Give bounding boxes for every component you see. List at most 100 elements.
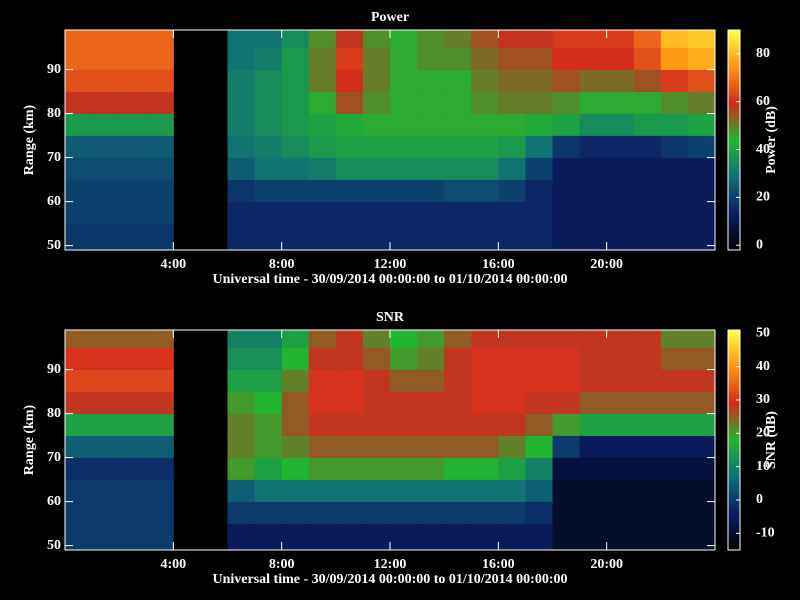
heatmap-cell — [687, 330, 716, 348]
heatmap-cell — [281, 435, 310, 458]
heatmap-cell — [92, 30, 120, 48]
heatmap-cell — [498, 391, 526, 414]
heatmap-cell — [417, 523, 445, 551]
heatmap-cell — [417, 435, 445, 458]
heatmap-cell — [119, 91, 147, 114]
heatmap-cell — [660, 479, 689, 502]
heatmap-cell — [498, 435, 526, 458]
heatmap-cell — [444, 391, 472, 414]
heatmap-cell — [390, 30, 418, 48]
heatmap-cell — [417, 369, 445, 392]
heatmap-cell — [525, 523, 553, 551]
heatmap-cell — [444, 179, 472, 202]
x-tick-label: 12:00 — [374, 257, 407, 272]
heatmap-cell — [660, 113, 689, 136]
heatmap-cell — [335, 479, 364, 502]
heatmap-cell — [281, 157, 310, 180]
heatmap-cell — [335, 201, 364, 224]
heatmap-cell — [227, 330, 256, 348]
heatmap-cell — [65, 330, 93, 348]
heatmap-cell — [525, 479, 553, 502]
heatmap-cell — [552, 47, 581, 70]
heatmap-cell — [119, 201, 147, 224]
heatmap-cell — [92, 369, 120, 392]
heatmap-cell — [417, 113, 445, 136]
heatmap-cell — [65, 457, 93, 480]
y-tick-label: 90 — [47, 62, 61, 77]
heatmap-cell — [417, 179, 445, 202]
heatmap-cell — [119, 479, 147, 502]
heatmap-cell — [579, 479, 608, 502]
heatmap-cell — [633, 413, 662, 436]
heatmap-cell — [660, 69, 689, 92]
heatmap-cell — [525, 135, 553, 158]
heatmap-cell — [146, 330, 174, 348]
heatmap-cell — [254, 330, 283, 348]
heatmap-cell — [146, 501, 174, 524]
heatmap-cell — [471, 391, 499, 414]
heatmap-cell — [687, 347, 716, 370]
heatmap-cell — [308, 47, 337, 70]
heatmap-cell — [579, 113, 608, 136]
heatmap-cell — [227, 501, 256, 524]
heatmap-cell — [92, 501, 120, 524]
heatmap-cell — [417, 501, 445, 524]
heatmap-cell — [119, 157, 147, 180]
heatmap-cell — [579, 135, 608, 158]
heatmap-cell — [227, 391, 256, 414]
heatmap-cell — [335, 347, 364, 370]
heatmap-cell — [660, 47, 689, 70]
heatmap-cell — [335, 501, 364, 524]
heatmap-cell — [92, 91, 120, 114]
heatmap-cell — [444, 523, 472, 551]
heatmap-cell — [633, 47, 662, 70]
heatmap-cell — [92, 113, 120, 136]
heatmap-cell — [146, 413, 174, 436]
heatmap-cell — [606, 223, 635, 251]
heatmap-cell — [227, 69, 256, 92]
heatmap-cell — [633, 479, 662, 502]
y-axis-label: Range (km) — [22, 404, 37, 475]
heatmap-cell — [471, 435, 499, 458]
y-tick-label: 60 — [47, 494, 61, 509]
heatmap-cell — [687, 435, 716, 458]
colorbar-label: Power (dB) — [764, 106, 779, 174]
heatmap-cell — [660, 330, 689, 348]
heatmap-cell — [390, 330, 418, 348]
heatmap-cell — [254, 501, 283, 524]
heatmap-cell — [498, 135, 526, 158]
heatmap-cell — [471, 201, 499, 224]
heatmap-cell — [687, 30, 716, 48]
y-tick-label: 50 — [47, 238, 61, 253]
heatmap-cell — [579, 157, 608, 180]
heatmap-cell — [660, 91, 689, 114]
heatmap-cell — [687, 69, 716, 92]
heatmap-cell — [606, 30, 635, 48]
colorbar-tick-label: 30 — [756, 392, 770, 407]
heatmap-cell — [660, 30, 689, 48]
heatmap-cell — [65, 157, 93, 180]
heatmap-cell — [552, 91, 581, 114]
heatmap-cell — [335, 69, 364, 92]
heatmap-cell — [660, 179, 689, 202]
colorbar-tick-label: 20 — [756, 190, 770, 205]
heatmap-cell — [65, 435, 93, 458]
heatmap-cell — [552, 523, 581, 551]
x-tick-label: 16:00 — [482, 557, 515, 572]
x-tick-label: 8:00 — [269, 257, 295, 272]
heatmap-cell — [687, 457, 716, 480]
heatmap-cell — [362, 330, 391, 348]
heatmap-cell — [146, 135, 174, 158]
heatmap-cell — [362, 69, 391, 92]
heatmap-cell — [444, 47, 472, 70]
heatmap-cell — [65, 113, 93, 136]
heatmap-cell — [525, 391, 553, 414]
heatmap-cell — [390, 47, 418, 70]
heatmap-cell — [444, 113, 472, 136]
heatmap-cell — [92, 69, 120, 92]
heatmap-cell — [92, 223, 120, 251]
heatmap-cell — [119, 30, 147, 48]
y-axis-label: Range (km) — [22, 104, 37, 175]
y-tick-label: 60 — [47, 194, 61, 209]
heatmap-cell — [660, 201, 689, 224]
